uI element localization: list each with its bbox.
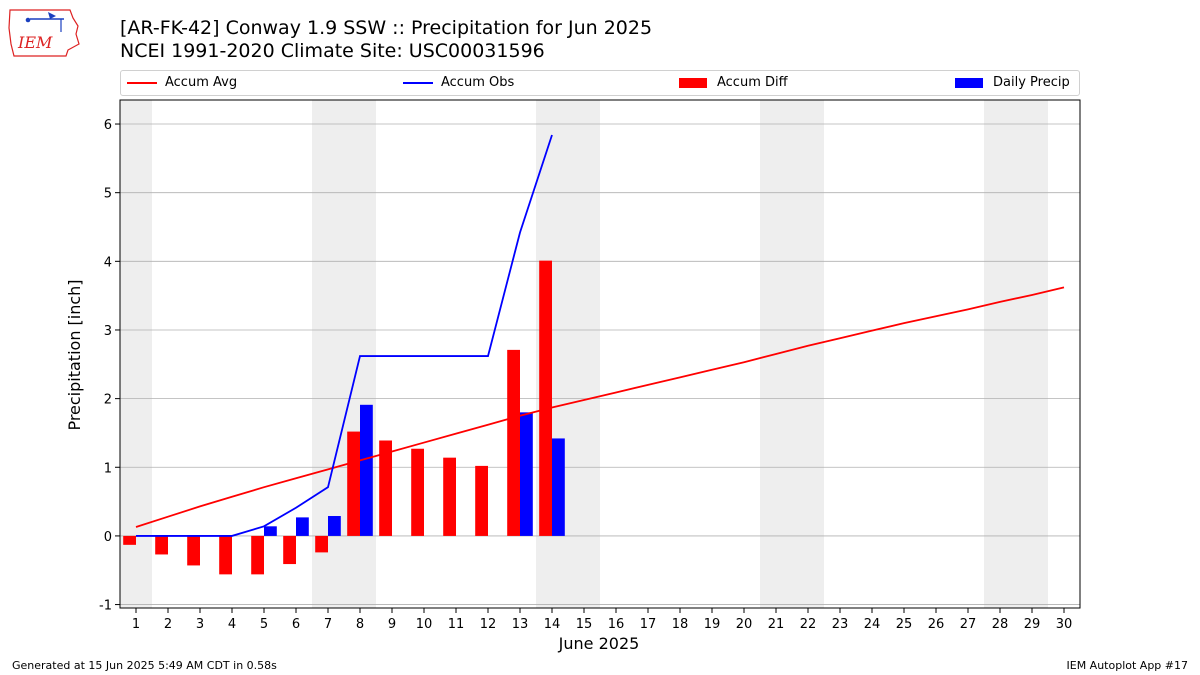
- y-tick-label: 5: [104, 187, 112, 202]
- chart-legend: Accum Avg Accum Obs Accum Diff Daily Pre…: [120, 70, 1080, 96]
- plot-frame: [119, 99, 1081, 609]
- logo-flag: [48, 12, 56, 19]
- accum-diff-bar: [155, 535, 168, 555]
- daily-precip-bar: [296, 517, 309, 536]
- y-tick-label: 4: [104, 255, 112, 270]
- x-tick-label: 20: [736, 617, 753, 632]
- x-tick-label: 8: [356, 617, 364, 632]
- legend-swatch-accum-diff: [679, 78, 707, 88]
- x-tick-label: 14: [544, 617, 561, 632]
- daily-precip-bar: [520, 412, 533, 536]
- daily-precip-bar: [360, 404, 373, 536]
- x-tick-label: 28: [992, 617, 1009, 632]
- lines: [135, 134, 1065, 537]
- accum-diff-bar: [315, 535, 328, 553]
- accum-diff-bar: [475, 465, 488, 536]
- x-tick-label: 5: [260, 617, 268, 632]
- x-tick-label: 13: [512, 617, 529, 632]
- y-tick-label: 2: [104, 393, 112, 408]
- accum-diff-bar: [379, 440, 392, 536]
- y-tick-label: 3: [104, 324, 112, 339]
- chart-subtitle: NCEI 1991-2020 Climate Site: USC00031596: [120, 40, 545, 62]
- gridlines: [120, 123, 1080, 605]
- x-axis-label: June 2025: [558, 634, 640, 653]
- x-tick-label: 12: [480, 617, 497, 632]
- legend-swatch-accum-avg: [127, 82, 157, 84]
- x-tick-label: 16: [608, 617, 625, 632]
- legend-label: Accum Diff: [717, 75, 788, 90]
- weekend-band: [120, 100, 152, 608]
- footer-generated: Generated at 15 Jun 2025 5:49 AM CDT in …: [12, 659, 277, 672]
- x-tick-label: 19: [704, 617, 721, 632]
- x-tick-label: 23: [832, 617, 849, 632]
- x-tick-label: 27: [960, 617, 977, 632]
- footer-app: IEM Autoplot App #17: [1066, 659, 1189, 672]
- accum-diff-bar: [507, 349, 520, 536]
- x-tick-label: 30: [1056, 617, 1073, 632]
- legend-label: Accum Avg: [165, 75, 238, 90]
- y-tick-label: 1: [104, 461, 112, 476]
- x-tick-label: 15: [576, 617, 593, 632]
- x-tick-label: 11: [448, 617, 465, 632]
- y-axis-label: Precipitation [inch]: [65, 279, 84, 430]
- bars: [123, 260, 565, 575]
- daily-precip-bar: [264, 526, 277, 536]
- x-tick-label: 22: [800, 617, 817, 632]
- legend-label: Accum Obs: [441, 75, 515, 90]
- daily-precip-bar: [328, 516, 341, 536]
- x-tick-label: 6: [292, 617, 300, 632]
- x-tick-label: 2: [164, 617, 172, 632]
- accum-diff-bar: [347, 431, 360, 536]
- weekend-band: [760, 100, 824, 608]
- legend-swatch-daily-precip: [955, 78, 983, 88]
- x-tick-label: 1: [132, 617, 140, 632]
- legend-label: Daily Precip: [993, 75, 1070, 90]
- accum-diff-bar: [187, 535, 200, 566]
- accum-diff-bar: [283, 535, 296, 565]
- x-tick-label: 18: [672, 617, 689, 632]
- iem-logo: IEM: [8, 9, 80, 57]
- accum-diff-bar: [219, 535, 232, 575]
- x-tick-label: 17: [640, 617, 657, 632]
- accum-diff-bar: [443, 457, 456, 536]
- daily-precip-bar: [552, 438, 565, 536]
- x-tick-label: 4: [228, 617, 236, 632]
- x-tick-label: 10: [416, 617, 433, 632]
- logo-dot: [25, 17, 31, 23]
- x-tick-label: 3: [196, 617, 204, 632]
- x-tick-label: 24: [864, 617, 881, 632]
- weekend-shading: [120, 100, 1048, 608]
- accum-diff-bar: [251, 535, 264, 575]
- y-tick-label: 6: [104, 118, 112, 133]
- logo-text: IEM: [17, 33, 53, 52]
- weekend-band: [984, 100, 1048, 608]
- accum-diff-bar: [123, 535, 136, 545]
- legend-swatch-accum-obs: [403, 82, 433, 84]
- x-tick-label: 9: [388, 617, 396, 632]
- y-tick-label: 0: [104, 530, 112, 545]
- x-tick-label: 21: [768, 617, 785, 632]
- accum-avg-line: [135, 286, 1065, 528]
- x-tick-label: 29: [1024, 617, 1041, 632]
- chart-title: [AR-FK-42] Conway 1.9 SSW :: Precipitati…: [120, 17, 653, 39]
- accum-diff-bar: [411, 448, 424, 536]
- y-tick-label: -1: [99, 599, 112, 614]
- x-tick-label: 26: [928, 617, 945, 632]
- x-tick-label: 25: [896, 617, 913, 632]
- accum-obs-line: [136, 134, 553, 537]
- x-tick-label: 7: [324, 617, 332, 632]
- accum-diff-bar: [539, 260, 552, 536]
